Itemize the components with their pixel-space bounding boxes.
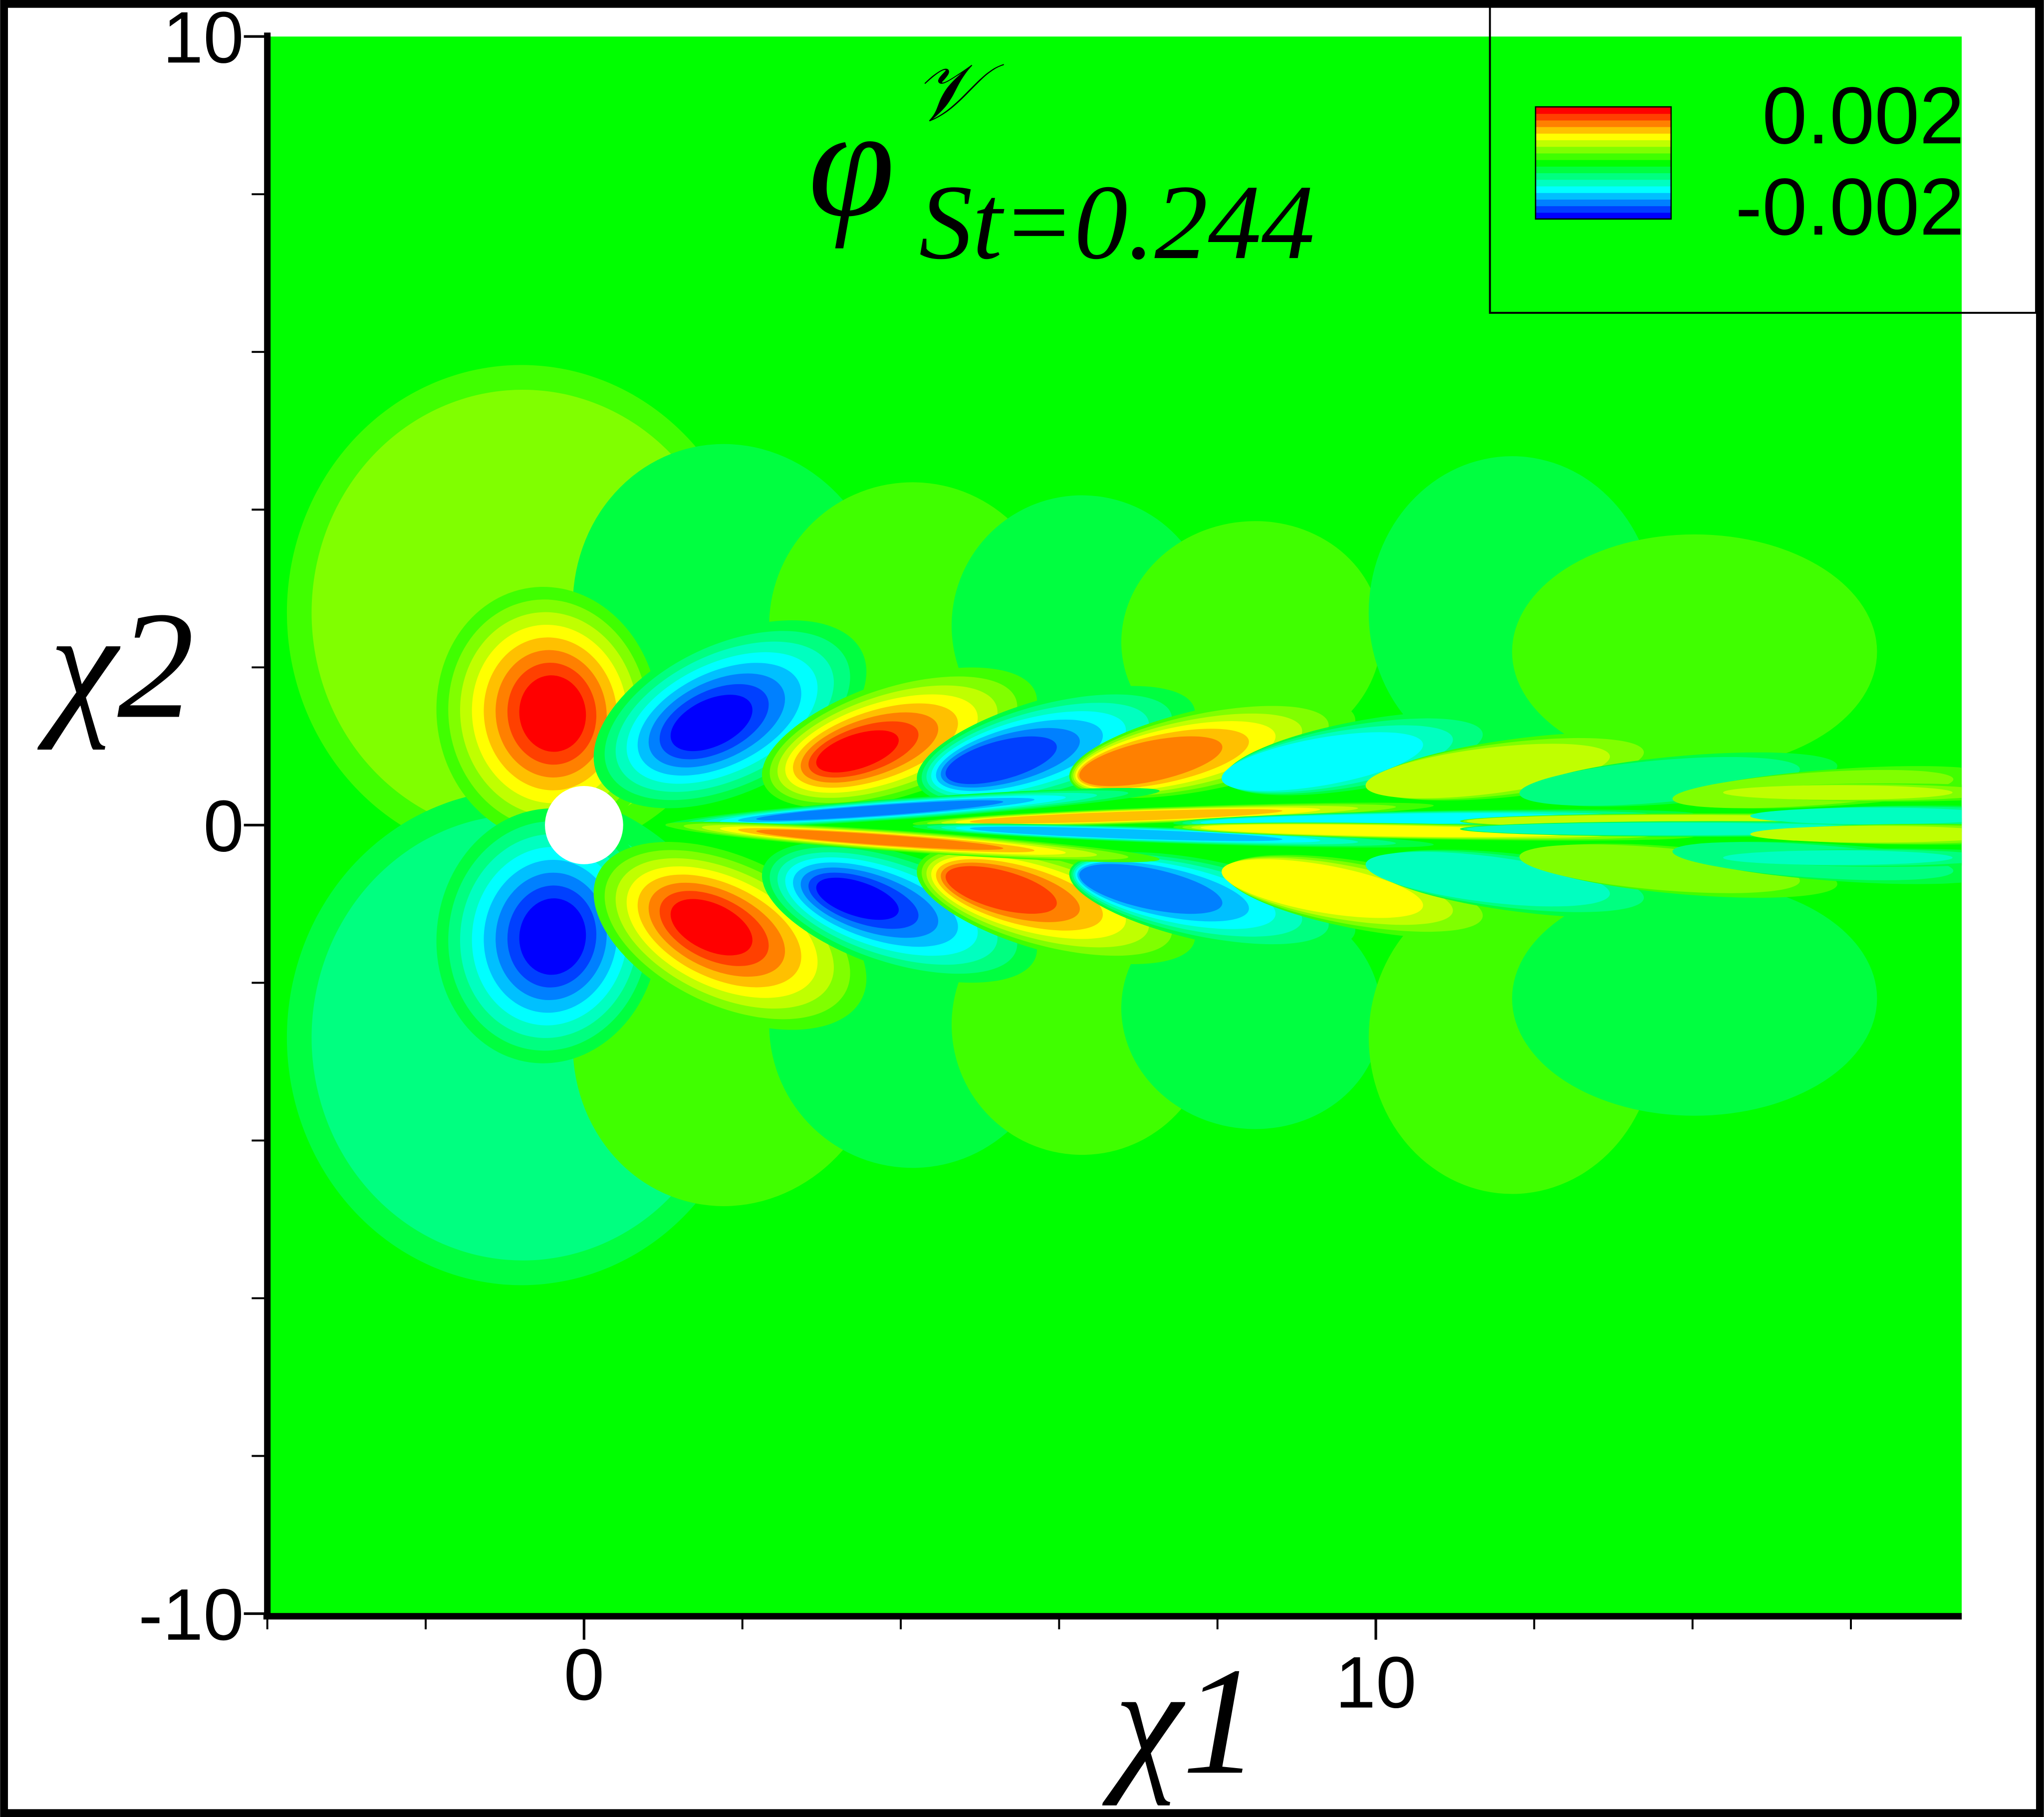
title-symbol: φ [808, 76, 895, 250]
colorbar-band [1535, 199, 1671, 207]
colorbar-band [1535, 107, 1671, 114]
colorbar-band [1535, 212, 1671, 220]
colorbar-band [1535, 140, 1671, 147]
colorbar-band [1535, 179, 1671, 187]
colorbar-band [1535, 146, 1671, 154]
contour-lobe-lower [519, 898, 586, 975]
contour-field [267, 36, 1962, 1614]
colorbar-band [1535, 133, 1671, 141]
colorbar-band [1535, 159, 1671, 167]
y-tick-label: 10 [163, 0, 244, 78]
colorbar-band [1535, 120, 1671, 127]
contour-lobe-upper [1079, 736, 1223, 786]
colorbar-band [1535, 166, 1671, 174]
cylinder [545, 785, 623, 864]
colorbar-band [1535, 186, 1671, 193]
contour-lobe-lower [1079, 864, 1223, 914]
contour-lobe-upper [1222, 732, 1423, 791]
contour-lobe-upper [1750, 807, 1962, 824]
colorbar-band [1535, 126, 1671, 134]
contour-lobe-lower [670, 899, 753, 956]
contour-lobe-lower [1222, 859, 1423, 918]
contour-lobe-lower [1121, 894, 1382, 1129]
colorbar-band [1535, 192, 1671, 200]
title-subscript: St=0.244 [919, 163, 1315, 281]
colorbar-band [1535, 206, 1671, 213]
x-axis-label: χ1 [1100, 1635, 1260, 1806]
colorbar-band [1535, 173, 1671, 180]
colorbar: 0.002-0.002 [1534, 70, 1964, 252]
contour-lobe-lower [816, 877, 899, 920]
contour-lobe-upper [1365, 744, 1610, 798]
contour-lobe-upper [670, 695, 753, 752]
y-axis-label: χ2 [35, 580, 195, 751]
contour-lobe-upper [816, 730, 899, 773]
contour-lobe-lower [1512, 881, 1877, 1116]
x-tick-label: 0 [564, 1634, 604, 1715]
contour-lobe-lower [1365, 852, 1610, 907]
x-tick-label: 10 [1335, 1642, 1417, 1723]
contour-lobe-upper [1512, 534, 1877, 770]
colorbar-tick-label: -0.002 [1735, 162, 1964, 252]
colorbar-band [1535, 113, 1671, 121]
contour-lobe-upper [519, 675, 586, 752]
contour-lobe-upper [756, 800, 1004, 821]
contour-lobe-lower [945, 866, 1057, 914]
contour-lobe-lower [1723, 850, 1953, 865]
contour-lobe-upper [1121, 521, 1382, 757]
y-tick-label: -10 [138, 1574, 244, 1655]
contour-lobe-upper [970, 809, 1282, 824]
contour-lobe-lower [1750, 825, 1962, 843]
contour-lobe-upper [945, 736, 1057, 784]
y-tick-label: 0 [203, 785, 244, 867]
colorbar-tick-label: 0.002 [1762, 70, 1964, 161]
contour-lobe-lower [1200, 824, 1565, 837]
contour-lobe-lower [756, 829, 1004, 850]
axes: 0 10 -10 0 10 [138, 0, 1962, 1723]
colorbar-frame [1534, 106, 1672, 220]
colorbar-band [1535, 153, 1671, 160]
contour-lobe-lower [970, 826, 1282, 841]
contour-lobe-upper [1723, 785, 1953, 800]
legend-box [1489, 0, 2038, 314]
